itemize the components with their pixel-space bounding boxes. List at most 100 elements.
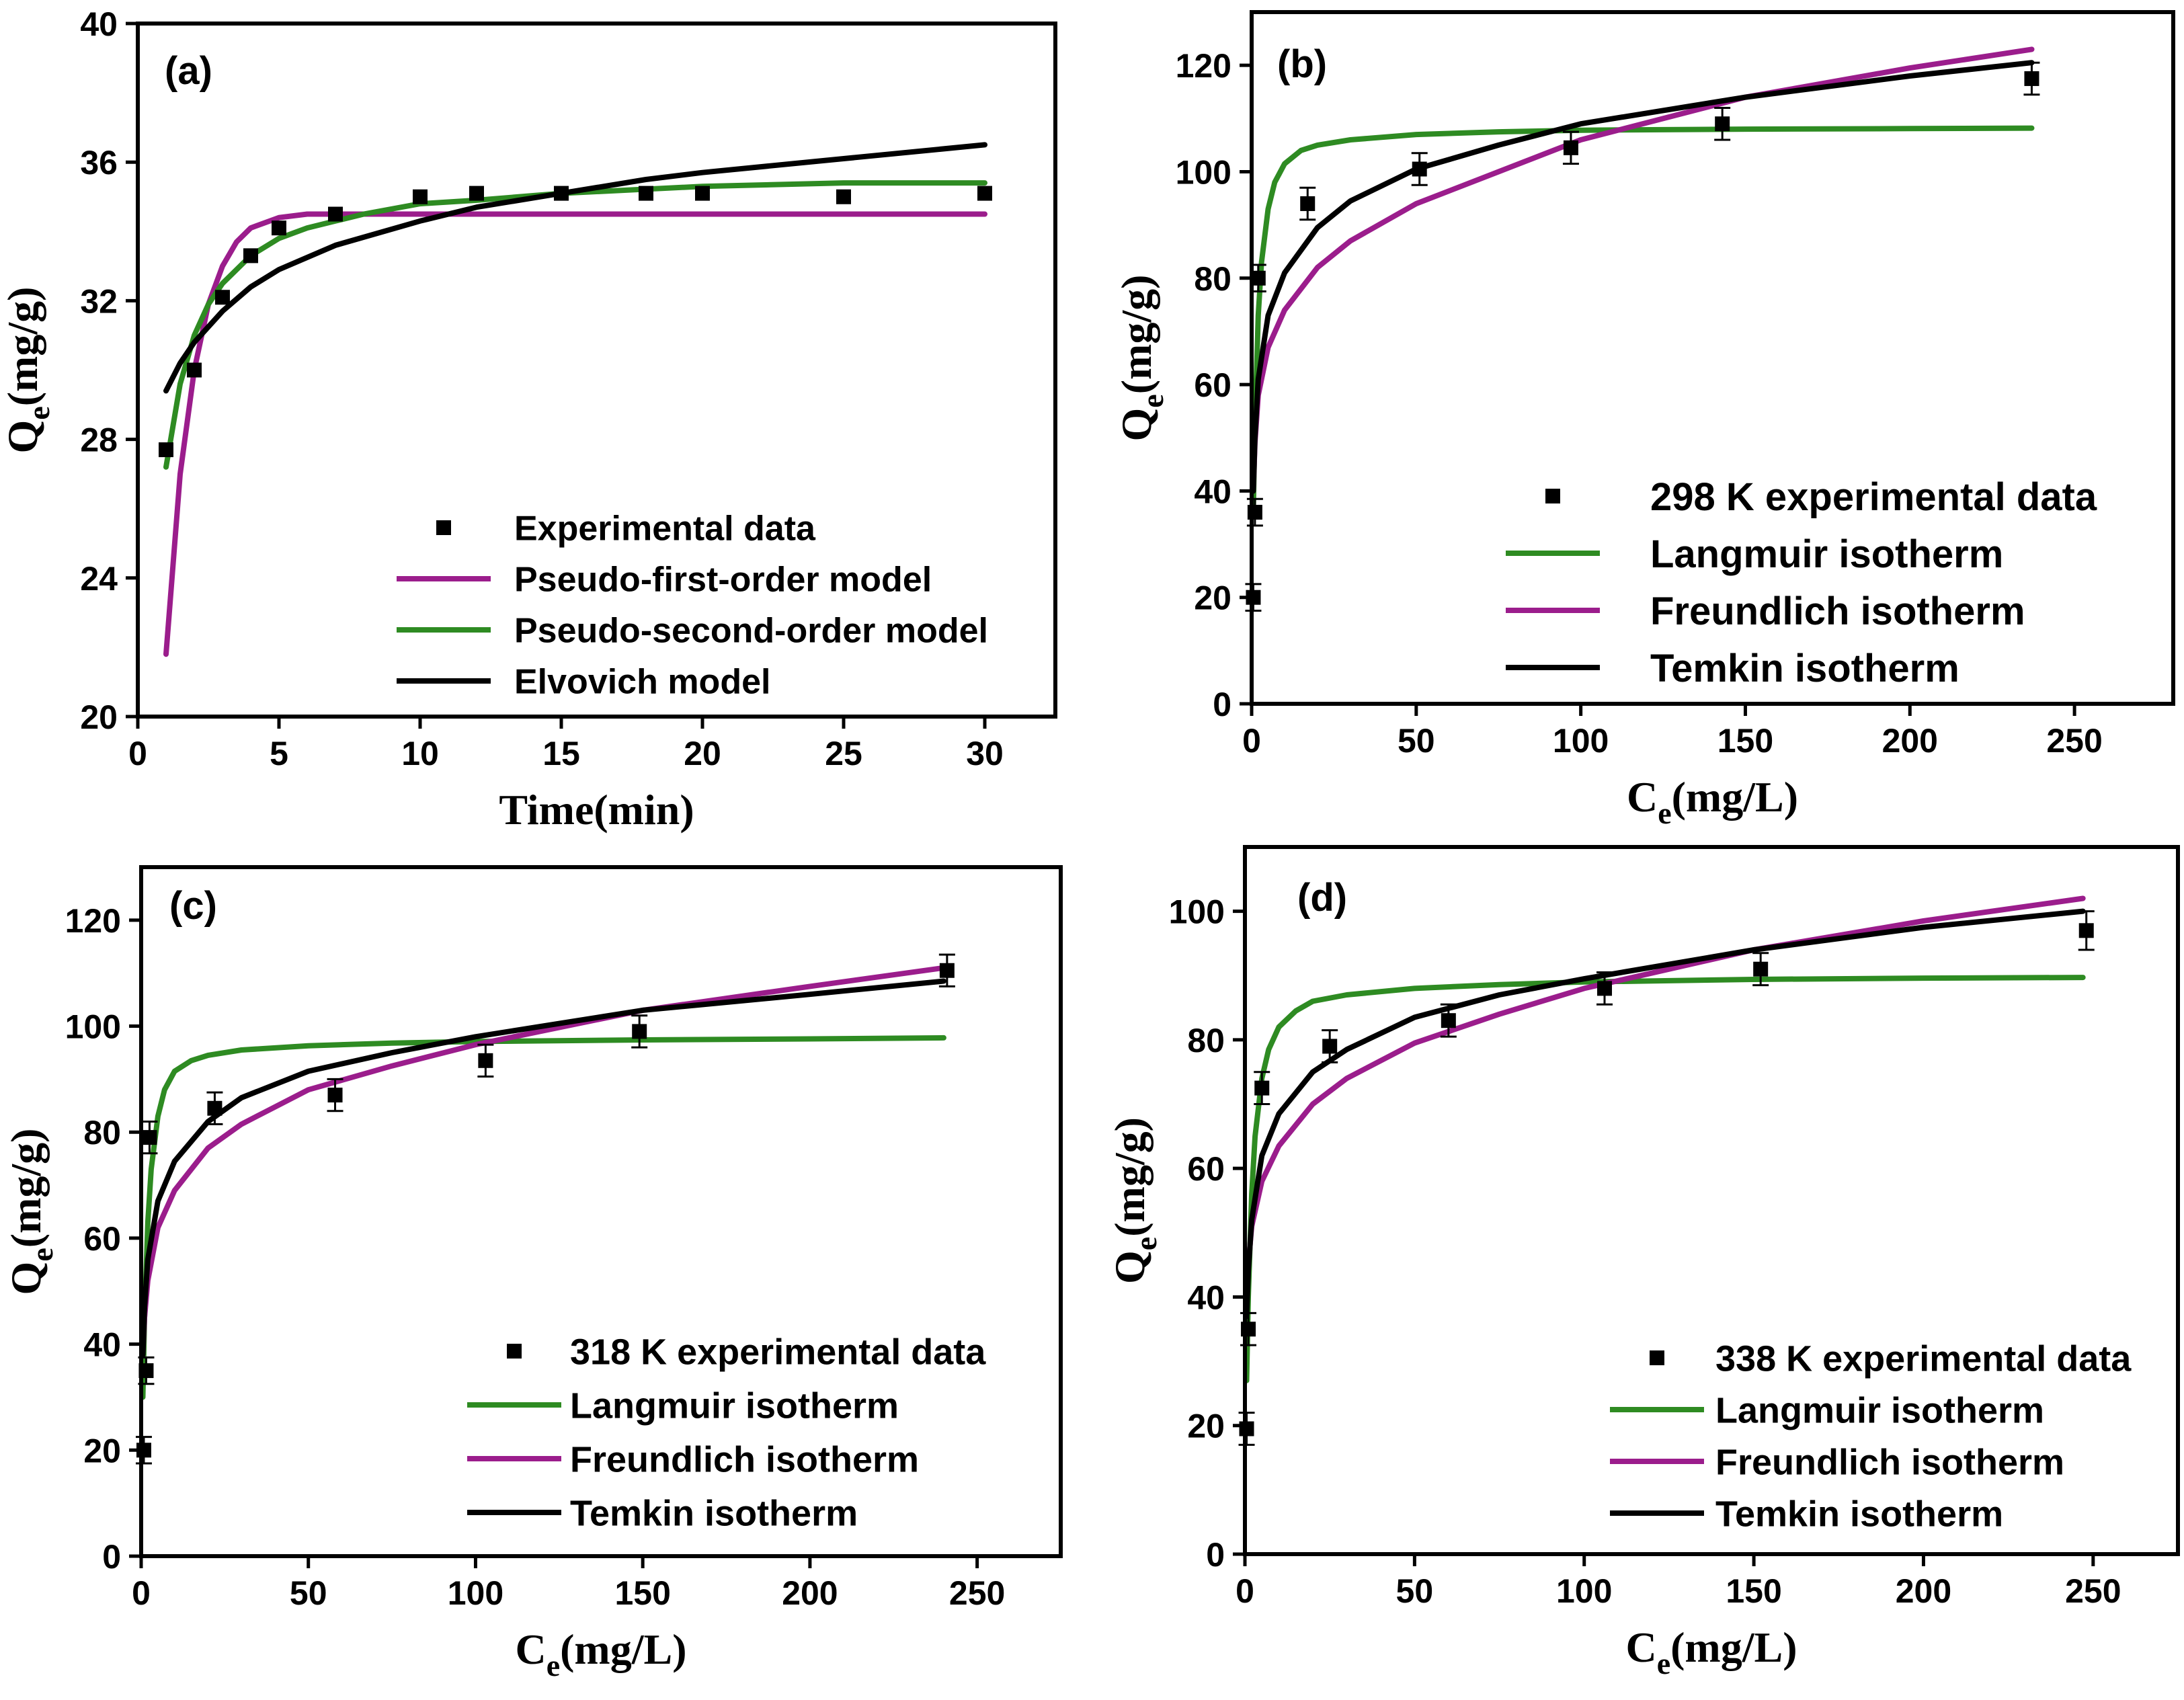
x-axis-title-subscript: e [547,1648,560,1683]
panel-label: (d) [1297,876,1347,920]
legend-label: Pseudo-first-order model [514,561,932,600]
data-point [1563,140,1578,155]
legend: Experimental data Pseudo-first-order mode… [397,510,988,702]
y-axis-title-unit: (mg/g) [2,1129,50,1248]
data-point [1300,196,1316,211]
x-tick-label: 200 [1896,1572,1951,1610]
x-tick-label: 50 [290,1574,327,1612]
legend: 338 K experimental data Langmuir isotherm… [1610,1338,2132,1534]
x-axis-title: Ce(mg/L) [515,1625,686,1683]
y-axis-title: Qe(mg/g) [1106,1117,1163,1284]
x-axis-title: Time(min) [499,786,694,834]
data-point [159,442,173,458]
plot-frame [1243,845,2180,1556]
x-tick-label: 250 [949,1574,1005,1612]
data-point [1715,116,1730,132]
y-tick-label: 60 [1187,1150,1225,1188]
y-tick-label: 40 [83,1326,121,1364]
panel-label: (c) [169,884,217,928]
x-axis-title-main: C [515,1625,546,1673]
panel-label: (b) [1277,42,1327,86]
data-point [207,1100,223,1116]
x-axis-title-unit: (mg/L) [1670,1623,1797,1671]
y-tick-label: 20 [1187,1408,1225,1445]
x-tick-label: 50 [1398,722,1435,760]
y-tick-label: 60 [1194,366,1231,404]
data-point [1441,1013,1456,1028]
y-tick-label: 32 [80,282,118,320]
x-tick-label: 150 [1717,722,1773,760]
x-tick-label: 30 [966,735,1004,772]
x-axis-title-unit: (mg/L) [560,1625,686,1673]
y-axis-title-subscript: e [1129,1237,1163,1250]
legend: 298 K experimental data Langmuir isotherm… [1506,475,2097,690]
y-tick-label: 40 [1187,1279,1225,1316]
y-axis-title-main: Q [2,1262,50,1295]
y-axis-title-subscript: e [22,406,56,419]
y-tick-label: 20 [1194,579,1231,617]
data-point [939,963,955,978]
data-point [2078,923,2094,938]
x-tick-label: 150 [1726,1572,1781,1610]
x-tick-label: 20 [684,735,721,772]
series-line-elvovich-model [163,142,987,394]
data-point [1753,961,1769,977]
x-tick-label: 250 [2046,722,2102,760]
chart-panel-a: 0 5 10 15 20 25 30 20 24 28 32 36 40 Time(min) Qe(mg/g… [0,5,1057,834]
data-point [554,186,569,201]
data-point [142,1130,157,1145]
x-axis-title-main: C [1625,1623,1656,1671]
y-tick-label: 36 [80,144,118,181]
data-point [413,189,428,204]
data-point [632,1024,647,1039]
y-tick-label: 120 [1176,47,1231,85]
data-point [1597,981,1613,996]
legend-label: Langmuir isotherm [1715,1390,2044,1430]
y-tick-label: 100 [1169,893,1225,931]
series-line-langmuir-isotherm [1250,125,2035,515]
series-line-langmuir-isotherm [140,1035,946,1400]
data-point [1322,1039,1338,1054]
x-tick-label: 15 [542,735,580,772]
legend-label: Freundlich isotherm [570,1439,919,1480]
y-axis-title-unit: (mg/g) [0,287,46,407]
legend-label: 298 K experimental data [1650,475,2097,519]
legend-label: 318 K experimental data [570,1332,986,1372]
legend-label: Experimental data [514,510,816,549]
x-axis-title: Ce(mg/L) [1625,1623,1797,1681]
y-axis-title-unit: (mg/g) [1106,1117,1154,1237]
y-tick-label: 100 [65,1008,121,1046]
series-line-temkin-isotherm [140,978,946,1358]
y-axis-title-subscript: e [1135,394,1170,407]
data-point [478,1053,493,1068]
data-point [1254,1080,1270,1096]
plot-frame [139,865,1063,1558]
y-tick-label: 20 [80,698,118,736]
data-point [977,186,992,201]
x-tick-label: 200 [1882,722,1938,760]
chart-panel-d: 0 50 100 150 200 250020406080100Ce(mg/L)Qe(mg… [1106,845,2180,1681]
data-point [187,362,202,378]
y-axis-title-subscript: e [25,1248,59,1261]
legend-label: 338 K experimental data [1715,1338,2132,1379]
series-line-freundlich-isotherm [1244,895,2086,1300]
x-tick-label: 100 [1553,722,1609,760]
y-tick-label: 100 [1176,153,1231,191]
y-tick-label: 120 [65,902,121,940]
data-point [1250,270,1266,286]
legend-marker-square [1545,489,1560,503]
data-point [215,290,230,305]
x-axis-title: Ce(mg/L) [1627,773,1798,830]
y-axis-title-main: Q [1113,408,1160,442]
y-tick-label: 40 [80,5,118,43]
x-tick-label: 25 [825,735,862,772]
series-line-temkin-isotherm [1244,908,2086,1320]
x-axis-title-unit: (mg/L) [1672,773,1798,821]
y-tick-label: 60 [83,1220,121,1258]
data-point [243,248,258,264]
legend-label: Temkin isotherm [1715,1494,2003,1534]
y-tick-label: 40 [1194,473,1231,510]
legend-marker-square [507,1344,522,1359]
x-tick-label: 50 [1396,1572,1434,1610]
